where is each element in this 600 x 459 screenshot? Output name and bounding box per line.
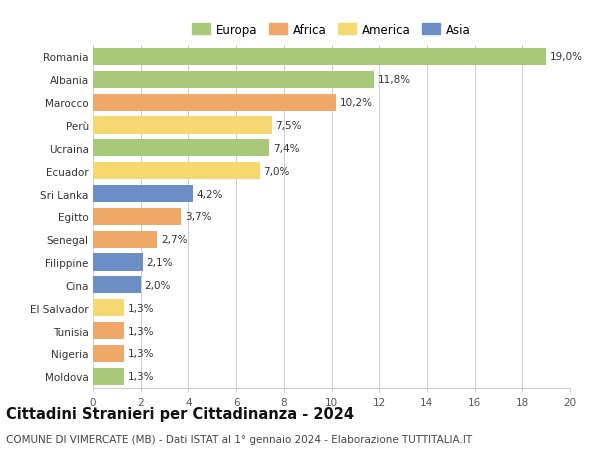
Bar [93,368,124,385]
Text: 2,7%: 2,7% [161,235,187,245]
Text: 1,3%: 1,3% [128,371,154,381]
Bar [93,163,260,180]
Text: 10,2%: 10,2% [340,98,373,108]
Bar [93,117,272,134]
Text: 1,3%: 1,3% [128,303,154,313]
Text: 1,3%: 1,3% [128,326,154,336]
Bar [93,254,143,271]
Text: 3,7%: 3,7% [185,212,211,222]
Legend: Europa, Africa, America, Asia: Europa, Africa, America, Asia [192,23,471,37]
Bar [93,140,269,157]
Bar [93,345,124,362]
Bar [93,72,374,89]
Bar [93,208,181,225]
Text: 11,8%: 11,8% [378,75,411,85]
Text: Cittadini Stranieri per Cittadinanza - 2024: Cittadini Stranieri per Cittadinanza - 2… [6,406,354,421]
Text: 4,2%: 4,2% [197,189,223,199]
Bar [93,300,124,317]
Text: 19,0%: 19,0% [550,52,583,62]
Text: 2,0%: 2,0% [144,280,170,290]
Bar [93,277,140,294]
Text: 7,0%: 7,0% [263,166,290,176]
Bar [93,322,124,339]
Bar [93,49,546,66]
Text: 1,3%: 1,3% [128,349,154,358]
Bar [93,95,336,112]
Text: 7,4%: 7,4% [273,144,299,153]
Text: 7,5%: 7,5% [275,121,302,131]
Text: COMUNE DI VIMERCATE (MB) - Dati ISTAT al 1° gennaio 2024 - Elaborazione TUTTITAL: COMUNE DI VIMERCATE (MB) - Dati ISTAT al… [6,434,472,444]
Bar [93,185,193,202]
Text: 2,1%: 2,1% [146,257,173,268]
Bar [93,231,157,248]
